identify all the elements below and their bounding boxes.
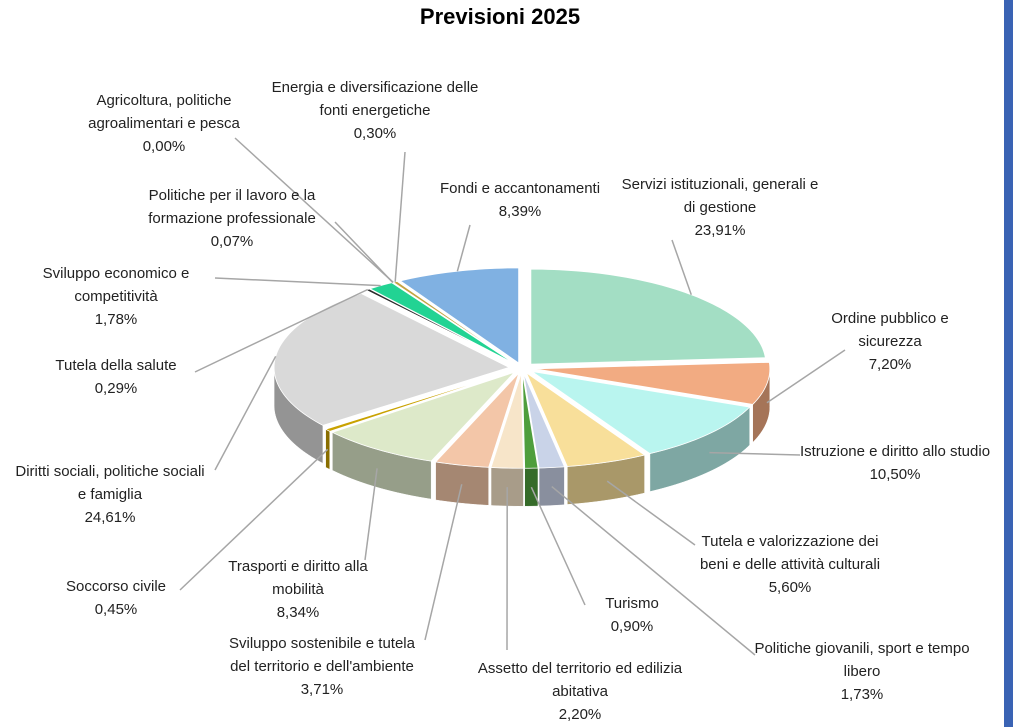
slice (522, 373, 539, 469)
slice (369, 282, 515, 365)
category-label: Tutela e valorizzazione dei beni e delle… (699, 533, 881, 573)
leader-line (456, 224, 471, 272)
value-label: 3,71% (300, 681, 344, 698)
slice (324, 370, 512, 432)
category-label: Ordine pubblico e sicurezza (831, 310, 949, 350)
category-label: Fondi e accantonamenti (439, 180, 601, 197)
category-label: Politiche per il lavoro e la formazione … (148, 187, 316, 227)
category-label: Diritti sociali, politiche sociali e fam… (15, 463, 205, 503)
leader-line (214, 355, 277, 471)
slice-side (435, 461, 489, 506)
category-label: Sviluppo sostenibile e tutela del territ… (229, 635, 415, 675)
slice-label: Servizi istituzionali, generali e di ges… (620, 173, 820, 242)
slice-label: Fondi e accantonamenti 8,39% (420, 177, 620, 223)
slice-label: Soccorso civile 0,45% (46, 575, 186, 621)
leader-line (606, 480, 696, 546)
leader-line (671, 239, 692, 295)
leader-line (766, 349, 846, 404)
slice-label: Tutela e valorizzazione dei beni e delle… (690, 530, 890, 599)
chart-title: Previsioni 2025 (419, 4, 581, 29)
value-label: 24,61% (84, 509, 136, 526)
category-label: Assetto del territorio ed edilizia abita… (477, 660, 683, 700)
category-label: Politiche giovanili, sport e tempo liber… (754, 640, 970, 680)
slice (523, 373, 566, 469)
leader-line (424, 484, 463, 641)
slice-side (524, 467, 539, 507)
slice-label: Politiche per il lavoro e la formazione … (117, 184, 347, 253)
leader-line (364, 468, 378, 561)
value-label: 0,30% (353, 125, 397, 142)
slice-side (325, 428, 331, 470)
category-label: Sviluppo economico e competitività (42, 265, 190, 305)
slice (364, 288, 515, 365)
value-label: 8,34% (276, 604, 320, 621)
category-label: Soccorso civile (65, 578, 167, 595)
slice-label: Politiche giovanili, sport e tempo liber… (752, 637, 972, 706)
category-label: Turismo (605, 595, 659, 612)
value-label: 0,90% (610, 618, 654, 635)
leader-line (530, 486, 586, 606)
slice (530, 268, 766, 365)
leader-line (234, 137, 394, 283)
category-label: Energia e diversificazione delle fonti e… (271, 79, 479, 119)
value-label: 7,20% (868, 356, 912, 373)
leader-line (551, 485, 756, 656)
slice-label: Sviluppo sostenibile e tutela del territ… (217, 632, 427, 701)
value-label: 8,39% (498, 203, 542, 220)
slice-side (538, 466, 565, 507)
slice-label: Istruzione e diritto allo studio 10,50% (795, 440, 995, 486)
frame-edge (1004, 0, 1013, 727)
category-label: Trasporti e diritto alla mobilità (228, 558, 368, 598)
leader-line (709, 451, 801, 456)
value-label: 1,73% (840, 686, 884, 703)
category-label: Tutela della salute (55, 357, 177, 374)
category-label: Servizi istituzionali, generali e di ges… (621, 176, 819, 216)
slice-label: Ordine pubblico e sicurezza 7,20% (810, 307, 970, 376)
slice-label: Turismo 0,90% (572, 592, 692, 638)
slice (331, 371, 515, 462)
value-label: 1,78% (94, 311, 138, 328)
leader-line (194, 288, 369, 373)
slice-sides (273, 367, 771, 507)
value-label: 2,20% (558, 706, 602, 723)
value-label: 0,29% (94, 380, 138, 397)
value-label: 0,00% (142, 138, 186, 155)
slice-label: Assetto del territorio ed edilizia abita… (470, 657, 690, 726)
slice (434, 372, 520, 468)
value-label: 0,07% (210, 233, 254, 250)
category-label: Istruzione e diritto allo studio (799, 443, 991, 460)
slice (399, 267, 520, 364)
slice (534, 361, 771, 405)
leader-line (179, 448, 329, 591)
leader-line (214, 277, 381, 287)
value-label: 10,50% (869, 466, 921, 483)
value-label: 0,45% (94, 601, 138, 618)
slice (490, 373, 524, 469)
category-label: Agricoltura, politiche agroalimentari e … (88, 92, 240, 132)
slice-label: Trasporti e diritto alla mobilità 8,34% (213, 555, 383, 624)
slice-label: Agricoltura, politiche agroalimentari e … (54, 89, 274, 158)
slice (531, 371, 751, 455)
value-label: 23,91% (694, 222, 746, 239)
slice-tops (273, 267, 771, 469)
slice-label: Tutela della salute 0,29% (26, 354, 206, 400)
value-label: 5,60% (768, 579, 812, 596)
slice (525, 371, 646, 467)
leader-line (394, 151, 406, 282)
slice-label: Diritti sociali, politiche sociali e fam… (10, 460, 210, 529)
slice-label: Sviluppo economico e competitività 1,78% (16, 262, 216, 331)
slice-label: Energia e diversificazione delle fonti e… (260, 76, 490, 145)
